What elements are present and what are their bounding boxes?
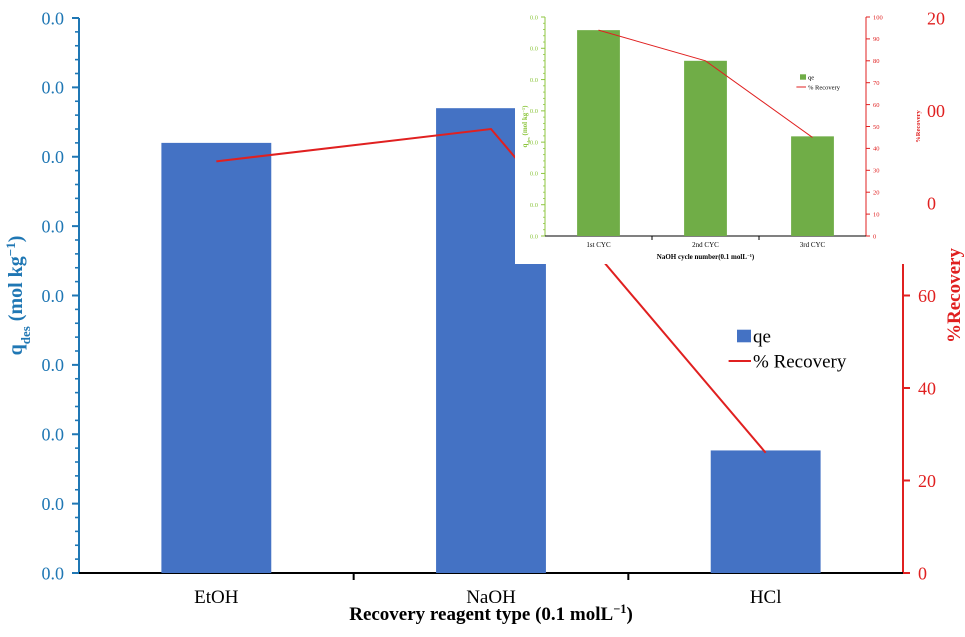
main-left-tick-label: 0.0 <box>42 147 65 167</box>
main-left-tick-label: 0.0 <box>42 563 65 583</box>
main-legend-label: % Recovery <box>753 352 847 373</box>
y-title-tail: (mol kg <box>521 112 529 137</box>
inset-right-tick-label: 90 <box>873 36 880 43</box>
main-legend: qe % Recovery <box>729 327 847 373</box>
inset-left-tick-label: 0.0 <box>530 108 538 115</box>
main-left-tick-label: 0.0 <box>42 425 65 445</box>
inset-category-label: 2nd CYC <box>692 241 719 249</box>
main-x-axis-title: Recovery reagent type (0.1 molL−1) <box>349 602 633 625</box>
main-bar <box>711 450 821 573</box>
inset-right-tick-label: 40 <box>873 146 880 153</box>
main-category-label: HCl <box>750 587 782 608</box>
inset-left-tick-label: 0.0 <box>530 46 538 53</box>
main-right-tick-label: 60 <box>918 286 936 306</box>
main-right-tick-label: 0 <box>918 563 927 583</box>
inset-left-tick-label: 0.0 <box>530 171 538 178</box>
main-left-tick-label: 0.0 <box>42 78 65 98</box>
main-legend-label: qe <box>753 327 771 348</box>
inset-category-label: 1st CYC <box>586 241 611 249</box>
inset-y2-axis-title: %Recovery <box>915 110 922 143</box>
inset-right-tick-label: 80 <box>873 58 880 65</box>
inset-bar <box>791 136 834 236</box>
x-title-sup: −1 <box>613 602 626 616</box>
inset-right-tick-label: 60 <box>873 102 880 109</box>
inset-legend-label: qe <box>808 74 814 81</box>
inset-left-tick-label: 0.0 <box>530 77 538 84</box>
inset-right-tick-label: 0 <box>873 233 876 240</box>
main-bar <box>161 143 271 573</box>
y-title-sup: −1 <box>3 242 18 256</box>
inset-left-tick-label: 0.0 <box>530 233 538 240</box>
x-title-tail: ) <box>626 604 632 625</box>
main-y2-axis-title: %Recovery <box>944 248 965 343</box>
y-title-main: q <box>5 344 27 355</box>
x-title-main: NaOH cycle number(0.1 molL <box>657 253 748 261</box>
y-title-sub: des <box>18 326 33 344</box>
inset-x-axis-title: NaOH cycle number(0.1 molL−1) <box>657 253 755 262</box>
inset-left-tick-label: 0.0 <box>530 202 538 209</box>
main-left-tick-label: 0.0 <box>42 355 65 375</box>
inset-chart: 0.0 0.0 0.0 0.0 0.0 0.0 0.0 0.0 0 10 20 30 40 50 60 70 8… <box>515 2 927 264</box>
inset-right-tick-label: 10 <box>873 211 880 218</box>
main-right-tick-label: 40 <box>918 378 936 398</box>
inset-right-tick-label: 100 <box>873 14 883 21</box>
inset-left-tick-label: 0.0 <box>530 139 538 146</box>
inset-legend-swatch-bar <box>800 74 806 79</box>
inset-left-tick-label: 0.0 <box>530 14 538 21</box>
main-left-tick-label: 0.0 <box>42 216 65 236</box>
inset-right-tick-label: 20 <box>873 189 880 196</box>
main-legend-swatch-bar <box>737 330 751 343</box>
main-y-axis-title: qdes (mol kg−1) <box>3 236 33 356</box>
y-title-tail: (mol kg <box>5 256 27 326</box>
inset-right-tick-label: 30 <box>873 168 880 175</box>
main-left-tick-label: 0.0 <box>42 494 65 514</box>
inset-bar <box>684 61 727 236</box>
main-category-label: EtOH <box>194 587 239 608</box>
inset-legend-label: % Recovery <box>808 84 841 91</box>
x-title-main: Recovery reagent type (0.1 molL <box>349 604 613 625</box>
inset-bar <box>577 30 620 236</box>
inset-category-label: 3rd CYC <box>800 241 826 249</box>
main-left-tick-label: 0.0 <box>42 8 65 28</box>
inset-right-tick-label: 50 <box>873 124 880 131</box>
inset-right-tick-label: 70 <box>873 80 880 87</box>
y-title-close: ) <box>5 236 27 243</box>
main-right-tick-label: 20 <box>918 471 936 491</box>
main-left-tick-label: 0.0 <box>42 286 65 306</box>
